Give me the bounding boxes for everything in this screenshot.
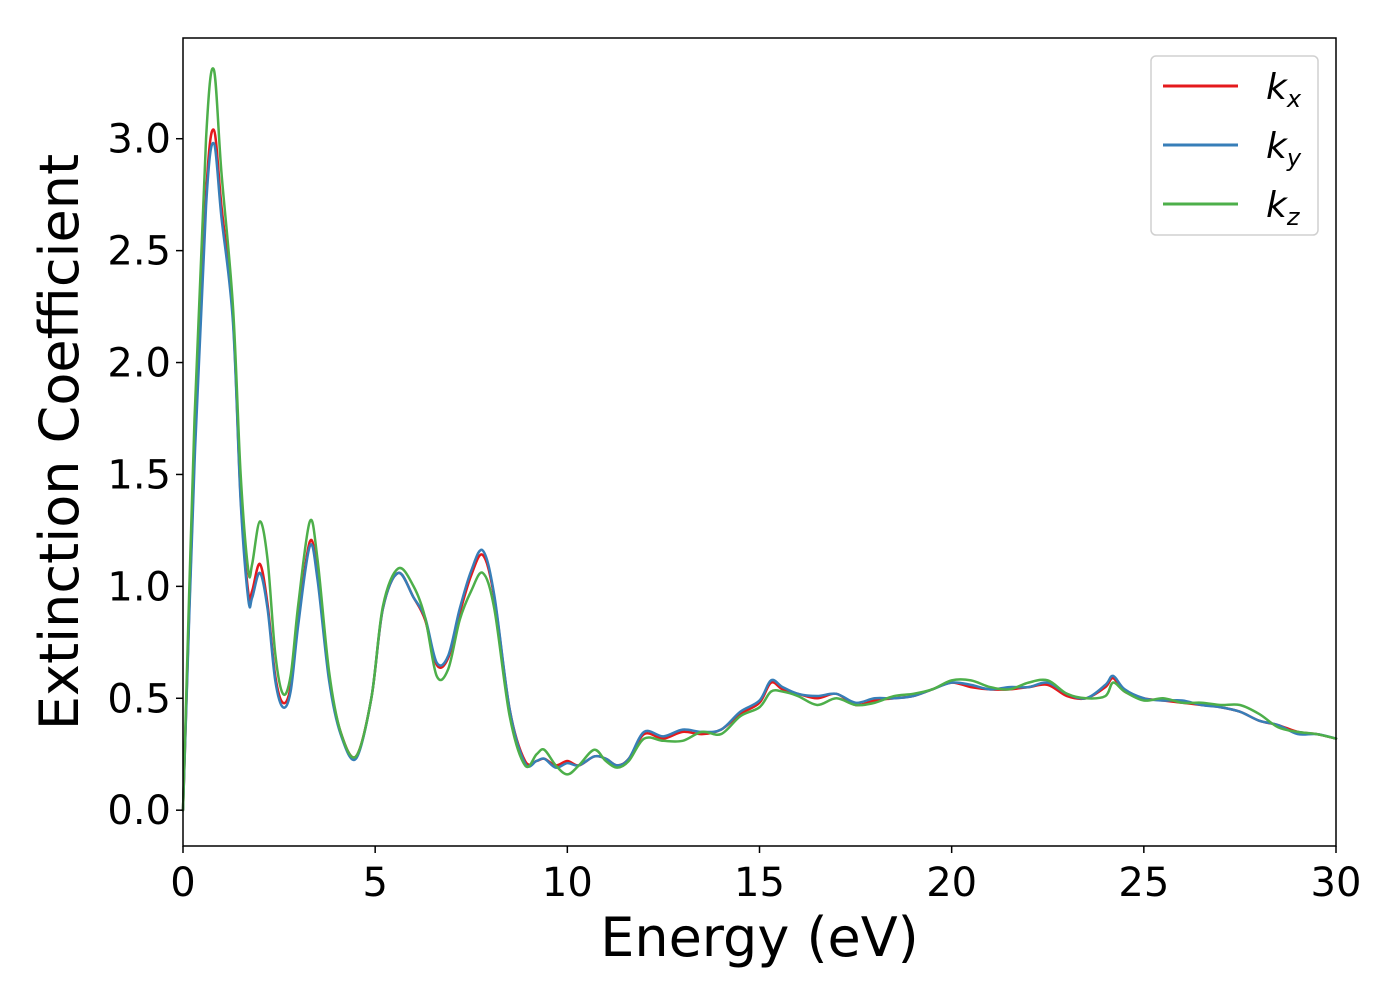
legend-label-x: kx bbox=[1266, 67, 1302, 113]
series-line-z bbox=[181, 67, 1338, 812]
y-tick-label: 3.0 bbox=[107, 117, 171, 163]
y-axis-label: Extinction Coefficient bbox=[28, 154, 91, 730]
series-layer bbox=[181, 67, 1338, 812]
x-ticks: 0 5 10 15 20 25 30 bbox=[170, 846, 1361, 906]
x-tick-label: 25 bbox=[1118, 860, 1169, 906]
legend-items: kx ky kz bbox=[1163, 67, 1302, 231]
y-tick-label: 0.0 bbox=[107, 788, 171, 834]
y-tick-label: 1.0 bbox=[107, 564, 171, 610]
plot-background bbox=[183, 38, 1336, 846]
x-tick-label: 10 bbox=[542, 860, 593, 906]
x-tick-label: 20 bbox=[926, 860, 977, 906]
legend-label-z: kz bbox=[1266, 185, 1301, 231]
x-tick-label: 0 bbox=[170, 860, 195, 906]
legend-label-y: ky bbox=[1266, 126, 1302, 172]
y-tick-label: 0.5 bbox=[107, 676, 171, 722]
y-tick-label: 1.5 bbox=[107, 452, 171, 498]
x-axis-label: Energy (eV) bbox=[600, 906, 919, 969]
legend: kx ky kz bbox=[1150, 55, 1319, 236]
x-tick-label: 15 bbox=[734, 860, 785, 906]
y-tick-label: 2.0 bbox=[107, 341, 171, 387]
x-tick-label: 5 bbox=[362, 860, 387, 906]
y-ticks: 0.0 0.5 1.0 1.5 2.0 2.5 3.0 bbox=[107, 117, 183, 834]
x-tick-label: 30 bbox=[1311, 860, 1362, 906]
y-tick-label: 2.5 bbox=[107, 229, 171, 275]
